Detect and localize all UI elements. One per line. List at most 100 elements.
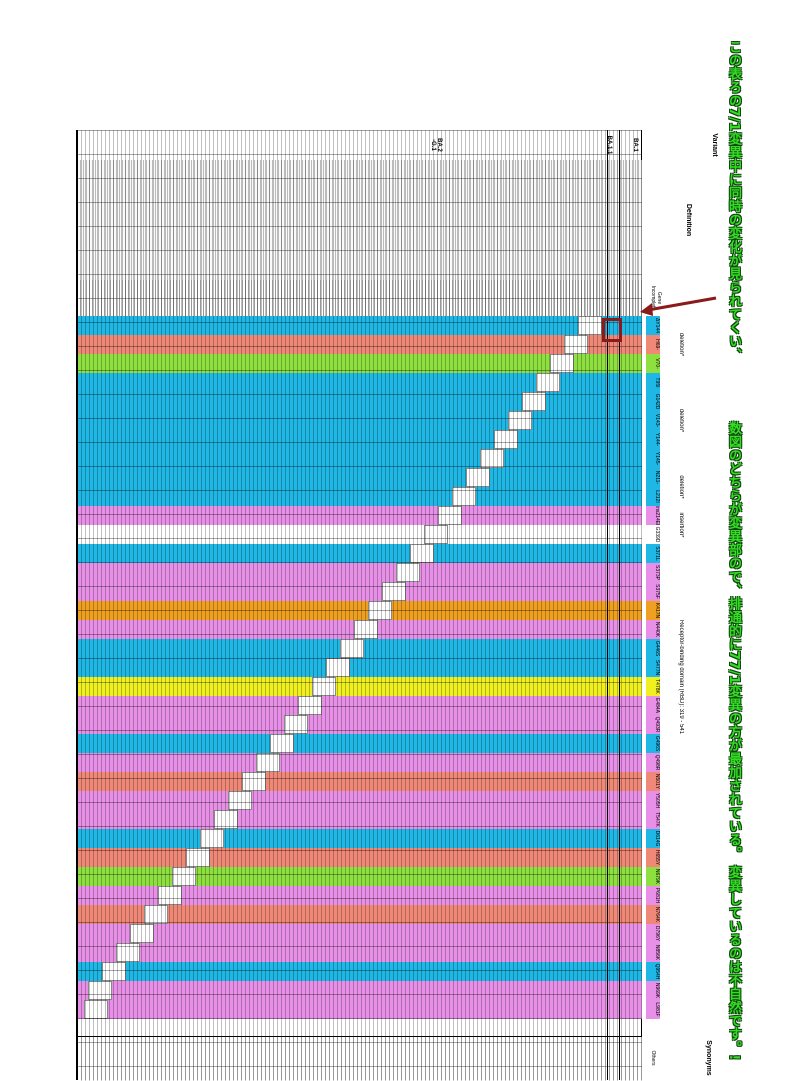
mutation-column: [78, 316, 642, 335]
mutation-column: [78, 525, 642, 544]
mutation-group-label: deletion*: [678, 332, 684, 357]
missing-mutation-cell: [144, 905, 168, 924]
missing-mutation-cell: [522, 392, 546, 411]
mutation-name: Q954H: [646, 962, 660, 981]
mutation-column: [78, 601, 642, 620]
missing-mutation-cell: [326, 658, 350, 677]
variant-label-ba1: BA.1: [632, 138, 638, 152]
mutation-name: N211-: [646, 468, 660, 487]
mutation-column: [78, 734, 642, 753]
mutation-group-label: Receptor-binding domain (RBD): 319 - 541: [678, 619, 684, 735]
missing-mutation-cell: [228, 791, 252, 810]
synonyms-header: Synonyms: [705, 1040, 712, 1076]
missing-mutation-cell: [186, 848, 210, 867]
missing-mutation-cell: [424, 525, 448, 544]
mutation-column: [78, 867, 642, 886]
mutation-name: K417N: [646, 601, 660, 620]
mutation-column: [78, 924, 642, 943]
arrow-icon: [640, 296, 717, 316]
missing-mutation-cell: [84, 1000, 108, 1019]
mutation-name: S477N: [646, 658, 660, 677]
missing-mutation-cell: [130, 924, 154, 943]
missing-mutation-cell: [382, 582, 406, 601]
mutation-name: Y505H: [646, 791, 660, 810]
mutation-column: [78, 449, 642, 468]
mutation-column: [78, 658, 642, 677]
missing-mutation-cell: [102, 962, 126, 981]
mutation-name: N440K: [646, 620, 660, 639]
mutation-group-label: deletion*: [678, 408, 684, 433]
missing-mutation-cell: [578, 316, 602, 335]
missing-mutation-cell: [452, 487, 476, 506]
mutation-name: G446S: [646, 639, 660, 658]
mutation-name: V70-: [646, 354, 660, 373]
mutation-column: [78, 715, 642, 734]
mutation-name: L212I: [646, 487, 660, 506]
annotation-text-1: この表ろの7/1変異中に同時の変化が見られてくい、: [726, 40, 741, 362]
missing-mutation-cell: [298, 696, 322, 715]
mutation-name: Q498R: [646, 753, 660, 772]
mutation-column: [78, 392, 642, 411]
missing-mutation-cell: [354, 620, 378, 639]
mutation-column: [78, 582, 642, 601]
mutation-name: N679K: [646, 867, 660, 886]
mutation-column: [78, 696, 642, 715]
annotation-title: この表ろの7/1変異中に同時の変化が見られてくい、 数図のどちらが変異部ので、排…: [724, 40, 743, 1061]
mutation-column: [78, 791, 642, 810]
mutation-column: [78, 1000, 642, 1019]
mutation-column: [78, 810, 642, 829]
missing-mutation-cell: [270, 734, 294, 753]
mutation-name: V143-: [646, 411, 660, 430]
missing-mutation-cell: [564, 335, 588, 354]
mutation-name: S371L: [646, 544, 660, 563]
mutation-name: P681H: [646, 886, 660, 905]
mutation-name: Y144-: [646, 430, 660, 449]
missing-mutation-cell: [410, 544, 434, 563]
mutation-name: Q493R: [646, 715, 660, 734]
missing-mutation-cell: [116, 943, 140, 962]
mutation-name: L981F: [646, 1000, 660, 1019]
mutation-column: [78, 487, 642, 506]
mutation-column: [78, 981, 642, 1000]
mutation-name: N501Y: [646, 772, 660, 791]
mutation-name: H655Y: [646, 848, 660, 867]
mutation-column: [78, 506, 642, 525]
mutation-name: T95I: [646, 373, 660, 392]
definition-column: [78, 160, 642, 280]
variant-label-ba2: BA.2 -G.1: [430, 138, 442, 152]
mutation-group-label: insertion*: [678, 512, 684, 538]
mutation-column: [78, 430, 642, 449]
variant-header: Variant: [711, 133, 718, 157]
missing-mutation-cell: [284, 715, 308, 734]
mutation-column: [78, 829, 642, 848]
row-separator-ba11: [607, 130, 608, 1080]
mutation-column: [78, 411, 642, 430]
missing-mutation-cell: [438, 506, 462, 525]
mutation-name: D796Y: [646, 924, 660, 943]
definition-header: Definition: [685, 203, 692, 237]
missing-mutation-cell: [88, 981, 112, 1000]
mutation-name: G339D: [646, 525, 660, 544]
annotation-text-2: 数図のどちらが変異部ので、排通的に77/1変異の方が最加されている。 変異してい…: [726, 421, 741, 1061]
missing-mutation-cell: [200, 829, 224, 848]
mutation-name: T478K: [646, 677, 660, 696]
mutation-name: Y145-: [646, 449, 660, 468]
missing-mutation-cell: [172, 867, 196, 886]
mutation-name: S375F: [646, 582, 660, 601]
mutation-name: ins214EPE: [646, 506, 660, 525]
mutation-name: N969K: [646, 981, 660, 1000]
missing-mutation-cell: [312, 677, 336, 696]
missing-mutation-cell: [536, 373, 560, 392]
mutation-name: G496S: [646, 734, 660, 753]
mutation-column: [78, 335, 642, 354]
others-header: Others: [650, 1050, 656, 1066]
missing-mutation-cell: [158, 886, 182, 905]
table-body: BA.1 BA.1.1 BA.2 -G.1: [78, 130, 642, 1081]
mutation-name: S373P: [646, 563, 660, 582]
highlight-box: [602, 318, 622, 342]
row-separator-ba1: [619, 130, 620, 1080]
mutation-column: [78, 563, 642, 582]
missing-mutation-cell: [396, 563, 420, 582]
missing-mutation-cell: [494, 430, 518, 449]
missing-mutation-cell: [550, 354, 574, 373]
